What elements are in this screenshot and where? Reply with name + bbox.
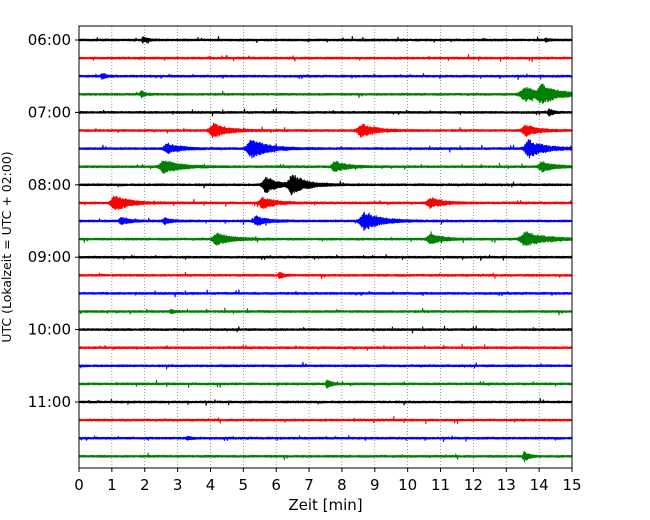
x-tick-label: 5 bbox=[239, 476, 249, 494]
seismogram-trace bbox=[78, 398, 573, 406]
seismogram-trace bbox=[78, 231, 573, 247]
y-tick-label: 11:00 bbox=[28, 393, 71, 411]
y-tick-label: 07:00 bbox=[28, 103, 71, 121]
x-axis-label: Zeit [min] bbox=[288, 496, 362, 514]
seismogram-trace bbox=[78, 35, 573, 44]
seismogram-trace bbox=[78, 174, 573, 196]
x-axis-ticks: 0 1 2 3 4 5 6 7 8 9 10 11 12 13 14 15 bbox=[74, 468, 582, 494]
seismogram-trace bbox=[78, 450, 573, 463]
seismogram-trace bbox=[78, 138, 573, 159]
seismogram-trace bbox=[78, 83, 573, 104]
y-tick-label: 10:00 bbox=[28, 321, 71, 339]
seismogram-trace bbox=[78, 122, 573, 138]
y-axis-label: UTC (Lokalzeit = UTC + 02:00) bbox=[0, 151, 14, 342]
seismogram-trace bbox=[78, 73, 573, 81]
seismogram-trace bbox=[78, 211, 573, 232]
x-tick-label: 14 bbox=[530, 476, 549, 494]
x-tick-label: 2 bbox=[140, 476, 150, 494]
y-tick-label: 06:00 bbox=[28, 31, 71, 49]
trace-group bbox=[78, 35, 573, 463]
seismogram-trace bbox=[78, 343, 573, 351]
x-tick-label: 0 bbox=[74, 476, 84, 494]
x-tick-label: 3 bbox=[173, 476, 183, 494]
y-tick-label: 08:00 bbox=[28, 176, 71, 194]
seismogram-trace bbox=[78, 160, 573, 174]
plot-frame bbox=[78, 25, 573, 469]
x-tick-label: 8 bbox=[337, 476, 347, 494]
y-tick-label: 09:00 bbox=[28, 248, 71, 266]
x-tick-label: 11 bbox=[431, 476, 450, 494]
seismogram-trace bbox=[78, 108, 573, 117]
seismogram-trace bbox=[78, 271, 573, 280]
seismogram-trace bbox=[78, 195, 573, 211]
y-axis-ticks: 06:00 07:00 08:00 09:00 10:00 11:00 bbox=[28, 31, 79, 411]
x-tick-label: 7 bbox=[304, 476, 314, 494]
seismogram-trace bbox=[78, 325, 573, 334]
seismogram-trace bbox=[78, 289, 573, 298]
x-tick-label: 1 bbox=[107, 476, 117, 494]
x-tick-label: 6 bbox=[271, 476, 281, 494]
x-tick-label: 12 bbox=[464, 476, 483, 494]
x-tick-label: 10 bbox=[398, 476, 417, 494]
seismogram-trace bbox=[78, 254, 573, 262]
x-tick-label: 13 bbox=[497, 476, 516, 494]
seismogram-trace bbox=[78, 361, 573, 370]
seismogram-trace bbox=[78, 435, 573, 443]
seismogram-trace bbox=[78, 416, 573, 425]
seismogram-trace bbox=[78, 307, 573, 316]
plot-background bbox=[79, 26, 572, 468]
seismogram-trace bbox=[78, 379, 573, 389]
x-tick-label: 4 bbox=[206, 476, 216, 494]
x-tick-label: 9 bbox=[370, 476, 380, 494]
seismogram-trace bbox=[78, 54, 573, 63]
x-tick-label: 15 bbox=[562, 476, 581, 494]
